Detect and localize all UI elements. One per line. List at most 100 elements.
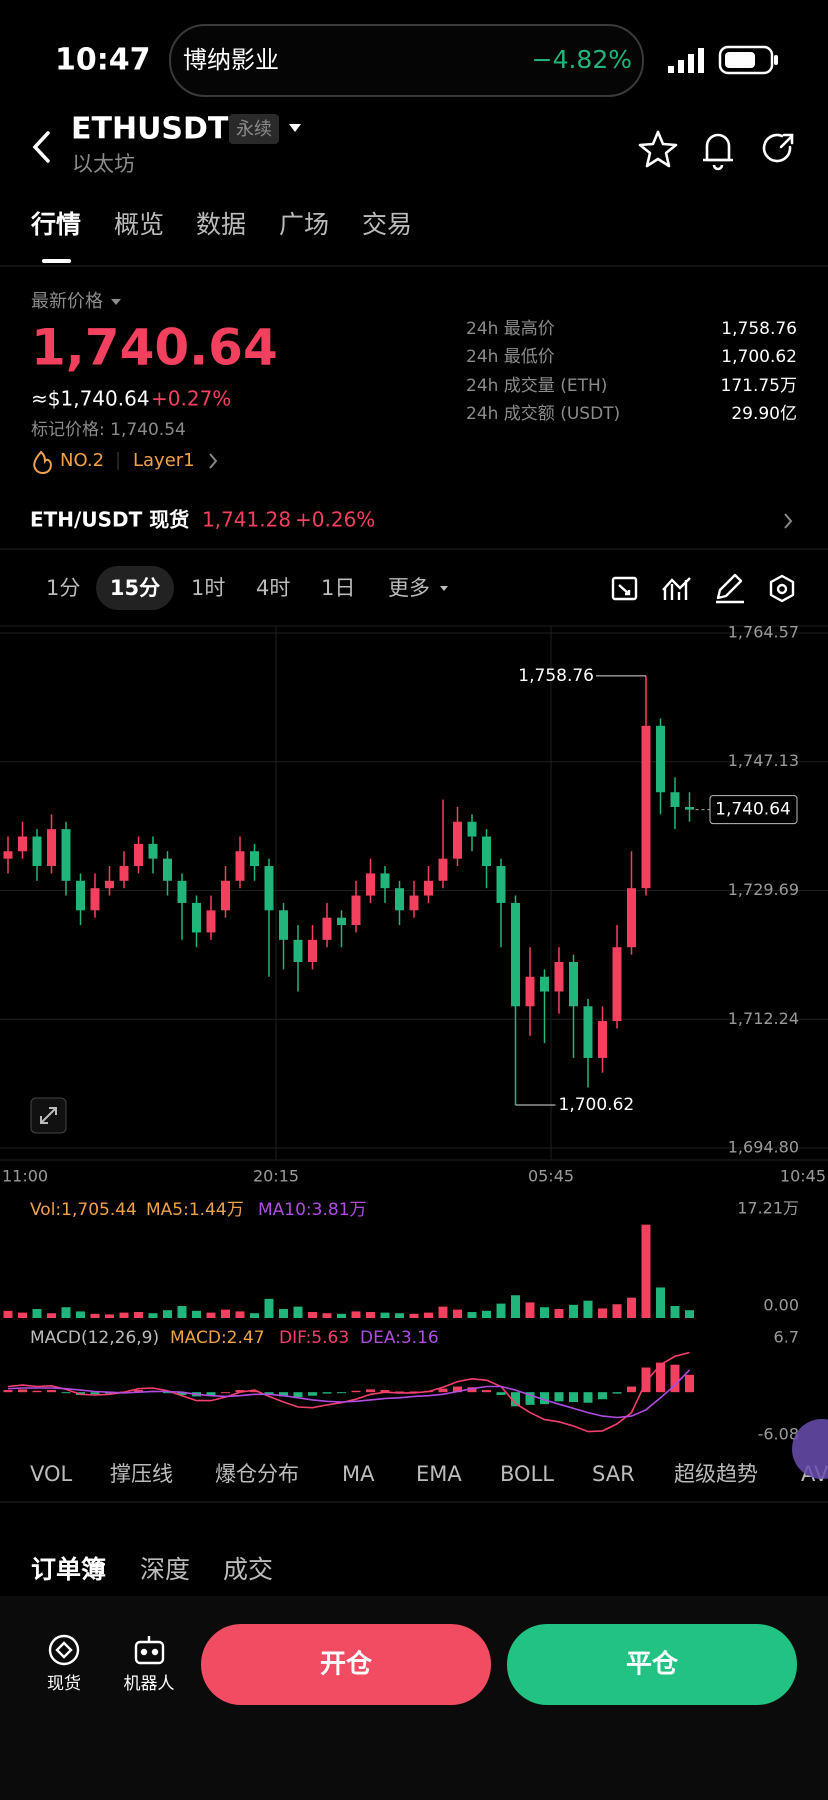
interval[interactable]: 1时 bbox=[191, 576, 225, 600]
open-button-label[interactable]: 开仓 bbox=[320, 1649, 373, 1680]
macd-bar bbox=[569, 1392, 578, 1403]
tab[interactable]: 行情 bbox=[30, 210, 81, 239]
expand-button[interactable] bbox=[30, 1097, 67, 1134]
tab-indicator bbox=[42, 259, 71, 263]
tab[interactable]: 交易 bbox=[362, 210, 412, 239]
indicator[interactable]: 撑压线 bbox=[110, 1462, 173, 1486]
bot-icon[interactable] bbox=[134, 1636, 165, 1665]
volume-bar bbox=[467, 1312, 477, 1318]
macd-bar bbox=[496, 1392, 506, 1395]
bottom-item[interactable]: 机器人 bbox=[124, 1674, 175, 1694]
macd-bar bbox=[322, 1392, 332, 1394]
macd-bar bbox=[395, 1391, 404, 1393]
candle-body bbox=[569, 961, 578, 1007]
symbol-dropdown[interactable] bbox=[289, 124, 301, 132]
open-button[interactable] bbox=[201, 1624, 491, 1705]
tab[interactable]: 概览 bbox=[114, 210, 164, 239]
indicator[interactable]: 爆仓分布 bbox=[215, 1462, 299, 1486]
tag-box bbox=[229, 114, 279, 144]
volume-bar bbox=[351, 1311, 361, 1318]
y-tick-label: 1,764.57 bbox=[728, 623, 799, 642]
volume-bar bbox=[496, 1303, 506, 1318]
indicator[interactable]: BOLL bbox=[500, 1462, 554, 1486]
macd-bar bbox=[308, 1392, 317, 1396]
macd-bar bbox=[32, 1390, 42, 1393]
chevron[interactable] bbox=[784, 513, 793, 529]
draw-icon[interactable] bbox=[716, 573, 744, 604]
close-button-label[interactable]: 平仓 bbox=[626, 1649, 679, 1680]
dynamic-island[interactable] bbox=[169, 24, 644, 97]
sector[interactable]: Layer1 bbox=[133, 450, 195, 471]
signal-icon bbox=[668, 48, 704, 73]
interval[interactable]: 15分 bbox=[110, 576, 160, 600]
macd-bar bbox=[453, 1386, 462, 1393]
macd-bar bbox=[351, 1390, 361, 1393]
volume-bar bbox=[482, 1310, 491, 1318]
volume-bar bbox=[308, 1312, 317, 1318]
x-tick-label: 10:45 bbox=[780, 1167, 826, 1186]
more-dropdown[interactable] bbox=[440, 586, 448, 591]
volume-bar bbox=[90, 1313, 100, 1318]
candle-body bbox=[366, 873, 375, 896]
macd-bar bbox=[685, 1374, 694, 1393]
macd-bar bbox=[134, 1390, 143, 1393]
candle-body bbox=[482, 836, 491, 867]
candle-body bbox=[250, 851, 259, 867]
book-tab[interactable]: 订单簿 bbox=[31, 1555, 106, 1584]
stat-label: 24h 最高价 bbox=[466, 319, 555, 339]
macd-bar bbox=[482, 1390, 491, 1393]
indicator[interactable]: 超级趋势 bbox=[674, 1462, 758, 1486]
floating-assistant[interactable] bbox=[792, 1419, 828, 1479]
stat-value: 171.75万 bbox=[721, 376, 797, 396]
book-tab[interactable]: 成交 bbox=[223, 1555, 273, 1584]
price-label: 最新价格 bbox=[31, 291, 103, 312]
volume-bar bbox=[409, 1313, 419, 1318]
volume-bar bbox=[221, 1309, 230, 1318]
volume-bar bbox=[453, 1309, 462, 1318]
settings-icon[interactable] bbox=[769, 574, 795, 603]
book-tab[interactable]: 深度 bbox=[140, 1555, 190, 1584]
price-dropdown[interactable] bbox=[111, 299, 121, 305]
alert-button[interactable] bbox=[703, 133, 733, 171]
macd-bar bbox=[540, 1392, 549, 1405]
volume-bar bbox=[148, 1313, 158, 1318]
candle-body bbox=[264, 866, 274, 911]
interval[interactable]: 1日 bbox=[321, 576, 355, 600]
interval[interactable]: 1分 bbox=[46, 576, 80, 600]
fire-icon bbox=[33, 450, 52, 475]
layout-icon[interactable] bbox=[611, 576, 638, 601]
spot-pair[interactable]: ETH/USDT 现货 bbox=[30, 508, 189, 532]
volume-bar bbox=[18, 1312, 27, 1318]
back-button[interactable] bbox=[32, 131, 50, 163]
symbol[interactable]: ETHUSDT bbox=[71, 112, 229, 147]
tab[interactable]: 数据 bbox=[196, 210, 246, 239]
volume-bar bbox=[322, 1313, 332, 1318]
indicator[interactable]: SAR bbox=[592, 1462, 635, 1486]
macd-bar bbox=[279, 1392, 288, 1397]
volume-bar bbox=[235, 1311, 245, 1318]
macd-bar bbox=[598, 1392, 607, 1400]
macd-bar bbox=[366, 1389, 375, 1393]
favorite-button[interactable] bbox=[638, 130, 678, 168]
y-tick-label: 1,729.69 bbox=[728, 880, 799, 899]
rank[interactable]: NO.2 bbox=[60, 450, 104, 471]
bottom-item[interactable]: 现货 bbox=[47, 1674, 81, 1694]
macd-bar bbox=[380, 1390, 390, 1393]
candle-body bbox=[221, 880, 230, 911]
legend-entry: DEA:3.16 bbox=[360, 1328, 439, 1348]
share-button[interactable] bbox=[762, 133, 794, 163]
indicator[interactable]: MA bbox=[342, 1462, 375, 1486]
indicator-icon[interactable] bbox=[662, 577, 691, 600]
indicator[interactable]: EMA bbox=[416, 1462, 462, 1486]
candle-body bbox=[496, 866, 506, 903]
spot-icon[interactable] bbox=[48, 1634, 80, 1666]
candle-body bbox=[337, 917, 346, 926]
macd-bar bbox=[337, 1392, 346, 1394]
indicator[interactable]: VOL bbox=[30, 1462, 73, 1486]
tab[interactable]: 广场 bbox=[279, 210, 329, 239]
interval[interactable]: 更多 bbox=[388, 576, 430, 600]
candle-body bbox=[18, 836, 27, 852]
y-tick-label: 6.7 bbox=[774, 1328, 799, 1347]
close-button[interactable] bbox=[507, 1624, 797, 1705]
interval[interactable]: 4时 bbox=[256, 576, 290, 600]
